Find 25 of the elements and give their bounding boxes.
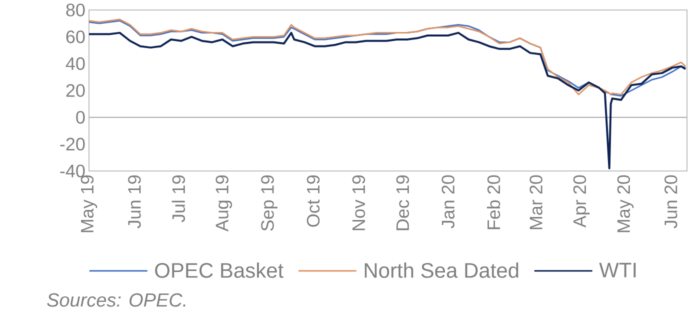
x-tick-label: Nov 19 bbox=[352, 175, 366, 230]
source-note: Sources: OPEC. bbox=[47, 293, 186, 307]
y-tick-label: -40 bbox=[60, 164, 85, 178]
x-tick-label: Aug 19 bbox=[216, 175, 232, 232]
x-tick-label: Mar 20 bbox=[530, 175, 542, 230]
y-tick-label: 60 bbox=[66, 30, 85, 44]
x-tick-label: Oct 19 bbox=[306, 175, 320, 227]
y-tick-label: 20 bbox=[66, 84, 85, 97]
x-tick-label: Jan 20 bbox=[442, 175, 454, 228]
x-tick-label: Jun 19 bbox=[128, 175, 141, 228]
y-tick-label: -20 bbox=[60, 138, 85, 151]
y-tick-label: 40 bbox=[66, 57, 85, 70]
y-tick-label: 80 bbox=[66, 4, 85, 16]
x-tick-label: Feb 20 bbox=[486, 175, 500, 230]
legend-label: North Sea Dated bbox=[364, 262, 518, 278]
x-tick-label: May 20 bbox=[617, 175, 634, 232]
legend-label: OPEC Basket bbox=[155, 262, 284, 278]
x-tick-label: Jun 20 bbox=[664, 175, 678, 228]
y-tick-label: 0 bbox=[76, 110, 85, 124]
legend-label: WTI bbox=[599, 262, 636, 278]
x-tick-label: Dec 19 bbox=[396, 175, 410, 230]
x-tick-label: Sep 19 bbox=[261, 175, 278, 231]
x-tick-label: Apr 20 bbox=[573, 175, 590, 228]
x-tick-label: Jul 19 bbox=[172, 175, 186, 222]
x-tick-label: May 19 bbox=[80, 175, 98, 232]
